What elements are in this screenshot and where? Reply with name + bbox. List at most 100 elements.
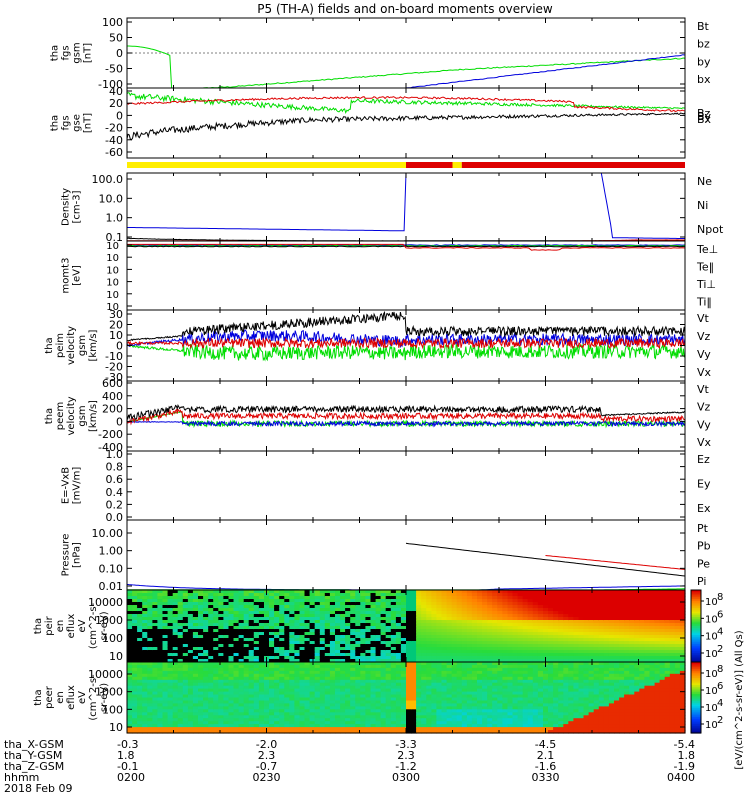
spectrogram-cell [608, 590, 615, 594]
spectrogram-cell [223, 644, 230, 648]
spectrogram-cell [142, 593, 148, 597]
spectrogram-cell [441, 721, 448, 725]
spectrogram-cell [548, 602, 554, 606]
spectrogram-cell [258, 697, 265, 702]
spectrogram-cell [218, 656, 224, 660]
spectrogram-cell [152, 608, 159, 612]
spectrogram-cell [477, 608, 483, 612]
spectrogram-cell [157, 659, 164, 663]
spectrogram-cell [664, 599, 671, 603]
spectrogram-cell [329, 632, 336, 636]
spectrogram-cell [395, 629, 402, 633]
spectrogram-cell [274, 703, 280, 707]
spectrogram-cell [679, 629, 686, 633]
spectrogram-cell [629, 617, 635, 621]
spectrogram-cell [127, 653, 133, 657]
spectrogram-cell [304, 605, 311, 609]
spectrogram-cell [213, 629, 219, 633]
spectrogram-cell [213, 727, 219, 731]
spectrogram-cell [639, 656, 645, 660]
spectrogram-cell [304, 724, 311, 728]
spectrogram-cell [177, 635, 184, 639]
spectrogram-cell [324, 703, 331, 707]
spectrogram-cell [466, 641, 473, 645]
spectrogram-cell [365, 700, 372, 705]
spectrogram-cell [157, 635, 164, 639]
spectrogram-cell [522, 623, 529, 627]
spectrogram-cell [228, 715, 235, 719]
spectrogram-cell [142, 721, 148, 725]
spectrogram-cell [269, 709, 275, 713]
spectrogram-cell [355, 626, 361, 630]
spectrogram-cell [294, 626, 301, 630]
spectrogram-cell [512, 659, 519, 663]
spectrogram-cell [182, 697, 189, 702]
spectrogram-cell [563, 626, 569, 630]
spectrogram-cell [456, 700, 463, 705]
spectrogram-cell [603, 641, 610, 645]
panel-frame-pressure [126, 519, 686, 591]
spectrogram-cell [380, 730, 387, 734]
spectrogram-cell [583, 611, 590, 615]
spectrogram-cell [431, 706, 438, 710]
spectrogram-cell [451, 730, 458, 734]
spectrogram-cell [167, 727, 174, 731]
spectrogram-cell [502, 709, 509, 713]
spectrogram-cell [558, 620, 564, 624]
spectrogram-cell [573, 611, 580, 615]
spectrogram-cell [137, 703, 143, 707]
spectrogram-cell [162, 673, 169, 678]
spectrogram-cell [669, 638, 676, 642]
spectrogram-cell [289, 614, 295, 618]
spectrogram-cell [264, 691, 270, 696]
spectrogram-cell [279, 611, 285, 615]
spectrogram-cell [360, 638, 366, 642]
spectrogram-cell [127, 647, 133, 651]
spectrogram-cell [406, 626, 412, 630]
spectrogram-cell [664, 656, 671, 660]
spectrogram-cell [553, 635, 559, 639]
spectrogram-cell [203, 721, 209, 725]
spectrogram-cell [335, 611, 341, 615]
spectrogram-cell [127, 620, 133, 624]
spectrogram-cell [543, 641, 549, 645]
spectrogram-cell [198, 665, 204, 669]
spectrogram-cell [182, 638, 189, 642]
spectrogram-cell [284, 593, 290, 597]
spectrogram-cell [446, 691, 453, 696]
spectrogram-cell [137, 700, 143, 705]
spectrogram-cell [167, 670, 174, 675]
spectrogram-cell [258, 694, 265, 699]
spectrogram-cell [274, 706, 280, 710]
spectrogram-cell [421, 673, 427, 678]
spectrogram-cell [304, 700, 311, 705]
spectrogram-cell [466, 724, 473, 728]
spectrogram-cell [324, 715, 331, 719]
spectrogram-cell [187, 632, 194, 636]
spectrogram-cell [492, 667, 498, 672]
spectrogram-cell [375, 670, 382, 675]
spectrogram-cell [335, 608, 341, 612]
spectrogram-cell [385, 623, 392, 627]
spectrogram-cell [360, 679, 366, 684]
spectrogram-cell [289, 635, 295, 639]
spectrogram-cell [497, 715, 503, 719]
spectrogram-cell [279, 614, 285, 618]
legend-entry: Ne [697, 175, 712, 188]
spectrogram-cell [253, 608, 260, 612]
spectrogram-cell [152, 676, 159, 681]
spectrogram-cell [289, 611, 295, 615]
spectrogram-cell [213, 679, 219, 684]
spectrogram-cell [355, 706, 361, 710]
spectrogram-cell [370, 593, 377, 597]
spectrogram-cell [669, 605, 676, 609]
spectrogram-cell [669, 635, 676, 639]
spectrogram-cell [385, 614, 392, 618]
spectrogram-cell [243, 730, 250, 734]
spectrogram-cell [451, 647, 458, 651]
spectrogram-cell [629, 638, 635, 642]
spectrogram-cell [309, 715, 316, 719]
spectrogram-cell [400, 590, 407, 594]
spectrogram-cell [289, 667, 295, 672]
spectrogram-cell [350, 635, 356, 639]
